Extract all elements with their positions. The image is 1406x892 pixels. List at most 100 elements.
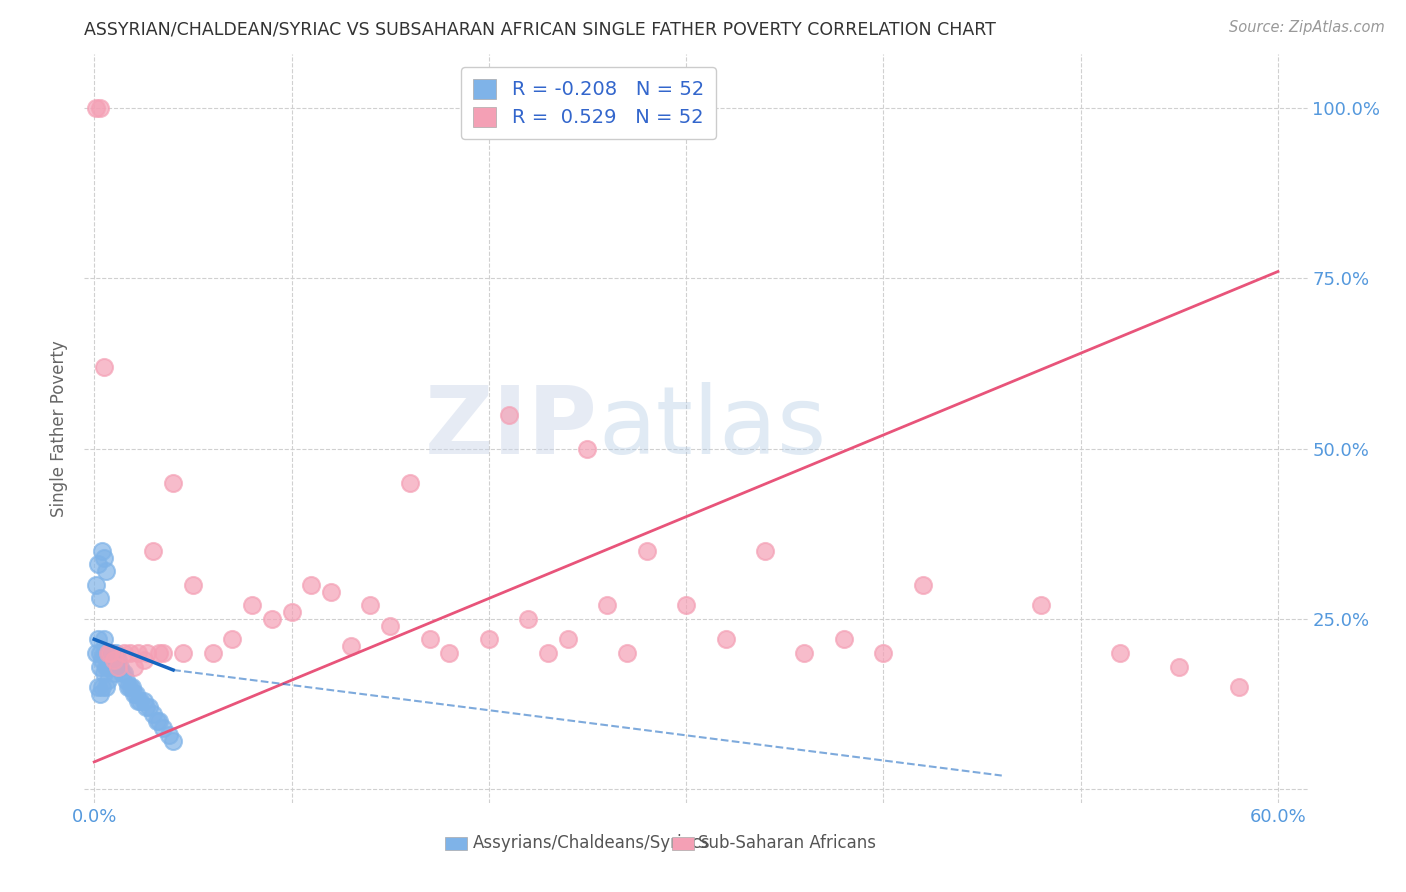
Point (107, 653, 129, 667)
Point (478, 632, 501, 647)
Point (94, 564, 117, 578)
Point (87, 632, 110, 647)
Point (498, 408, 520, 422)
Point (98, 659, 121, 673)
Point (152, 646, 174, 660)
Point (84, 101, 107, 115)
Point (104, 659, 127, 673)
Point (103, 666, 125, 681)
Point (576, 442, 599, 456)
Point (380, 618, 402, 632)
Point (181, 578, 204, 592)
Point (419, 632, 441, 647)
Point (172, 646, 194, 660)
Point (118, 646, 141, 660)
Point (84, 646, 107, 660)
Point (118, 680, 141, 694)
Point (97, 646, 120, 660)
Point (157, 728, 180, 742)
Point (359, 599, 381, 613)
Point (517, 612, 540, 626)
Point (112, 666, 135, 681)
Point (87, 558, 110, 572)
Point (91, 653, 114, 667)
Point (93, 666, 115, 681)
Point (162, 475, 184, 490)
Point (596, 599, 619, 613)
Point (280, 605, 302, 619)
Point (94, 646, 117, 660)
Point (221, 632, 243, 647)
Text: Assyrians/Chaldeans/Syriacs: Assyrians/Chaldeans/Syriacs (474, 834, 711, 852)
Point (136, 646, 159, 660)
Point (754, 543, 776, 558)
Point (111, 666, 134, 681)
Point (97, 659, 120, 673)
Point (439, 646, 461, 660)
Point (97, 673, 120, 688)
Point (675, 599, 697, 613)
Point (98, 646, 121, 660)
Point (124, 687, 146, 701)
Text: ASSYRIAN/CHALDEAN/SYRIAC VS SUBSAHARAN AFRICAN SINGLE FATHER POVERTY CORRELATION: ASSYRIAN/CHALDEAN/SYRIAC VS SUBSAHARAN A… (84, 21, 997, 38)
Point (89, 591, 111, 606)
Point (103, 659, 125, 673)
Point (240, 599, 263, 613)
Point (146, 714, 169, 728)
Point (872, 646, 894, 660)
Point (127, 646, 149, 660)
Point (93, 550, 115, 565)
Point (142, 707, 165, 722)
Point (101, 646, 124, 660)
Point (135, 700, 157, 714)
Point (121, 680, 143, 694)
Bar (446, 837, 467, 850)
Point (201, 646, 224, 660)
Point (832, 632, 855, 647)
Point (84, 578, 107, 592)
Point (537, 646, 560, 660)
Point (112, 646, 135, 660)
Legend: R = -0.208   N = 52, R =  0.529   N = 52: R = -0.208 N = 52, R = 0.529 N = 52 (461, 67, 716, 139)
Point (714, 632, 737, 647)
Point (319, 584, 342, 599)
Point (93, 359, 115, 374)
Point (122, 659, 145, 673)
Point (399, 475, 422, 490)
Point (117, 680, 139, 694)
Point (616, 646, 638, 660)
Point (89, 659, 111, 673)
Point (89, 101, 111, 115)
Point (108, 659, 131, 673)
Point (260, 612, 283, 626)
Point (93, 646, 115, 660)
Point (162, 734, 184, 748)
Point (132, 693, 155, 707)
Point (104, 646, 127, 660)
Point (89, 646, 111, 660)
Point (152, 721, 174, 735)
Point (89, 687, 111, 701)
Point (148, 714, 170, 728)
Point (1227, 680, 1250, 694)
Point (557, 632, 579, 647)
Point (911, 578, 934, 592)
Point (93, 632, 115, 647)
Text: atlas: atlas (598, 382, 827, 475)
Text: ZIP: ZIP (425, 382, 598, 475)
Point (636, 543, 658, 558)
Bar (672, 837, 693, 850)
Point (98, 646, 121, 660)
Point (103, 653, 125, 667)
Point (94, 680, 117, 694)
Point (122, 687, 145, 701)
Text: Source: ZipAtlas.com: Source: ZipAtlas.com (1229, 20, 1385, 35)
Point (1168, 659, 1191, 673)
Point (1031, 599, 1053, 613)
Point (91, 680, 114, 694)
Point (94, 659, 117, 673)
Point (793, 646, 815, 660)
Point (128, 693, 150, 707)
Point (132, 653, 155, 667)
Point (142, 543, 165, 558)
